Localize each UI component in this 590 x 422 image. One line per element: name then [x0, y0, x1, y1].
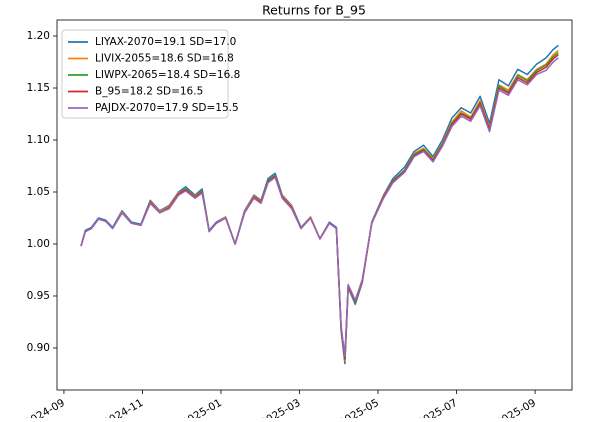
x-tick-label: 2024-11 — [101, 397, 145, 418]
y-tick-label: 0.95 — [27, 290, 50, 302]
legend-box — [61, 29, 229, 119]
chart-title: Returns for B_95 — [262, 3, 366, 18]
y-tick-label: 1.05 — [27, 186, 50, 198]
y-tick-label: 1.20 — [27, 30, 50, 42]
x-tick-label: 2025-05 — [337, 397, 381, 418]
legend-label: PAJDX-2070=17.9 SD=15.5 — [95, 102, 239, 114]
legend-label: LIWPX-2065=18.4 SD=16.8 — [95, 69, 240, 81]
series-line — [80, 57, 559, 358]
y-tick-label: 1.00 — [27, 238, 50, 250]
legend-label: LIVIX-2055=18.6 SD=16.8 — [95, 53, 234, 65]
y-tick-label: 1.15 — [27, 82, 50, 94]
plot-frame — [56, 19, 573, 391]
x-tick-label: 2025-07 — [416, 397, 460, 418]
legend-label: LIYAX-2070=19.1 SD=17.0 — [95, 36, 236, 48]
legend-label: B_95=18.2 SD=16.5 — [95, 86, 203, 98]
x-tick-label: 2024-09 — [23, 397, 67, 418]
x-tick-label: 2025-01 — [180, 397, 224, 418]
y-tick-label: 0.90 — [27, 342, 50, 354]
y-tick-label: 1.10 — [27, 134, 50, 146]
x-tick-label: 2025-09 — [494, 397, 538, 418]
x-tick-label: 2025-03 — [259, 397, 303, 418]
